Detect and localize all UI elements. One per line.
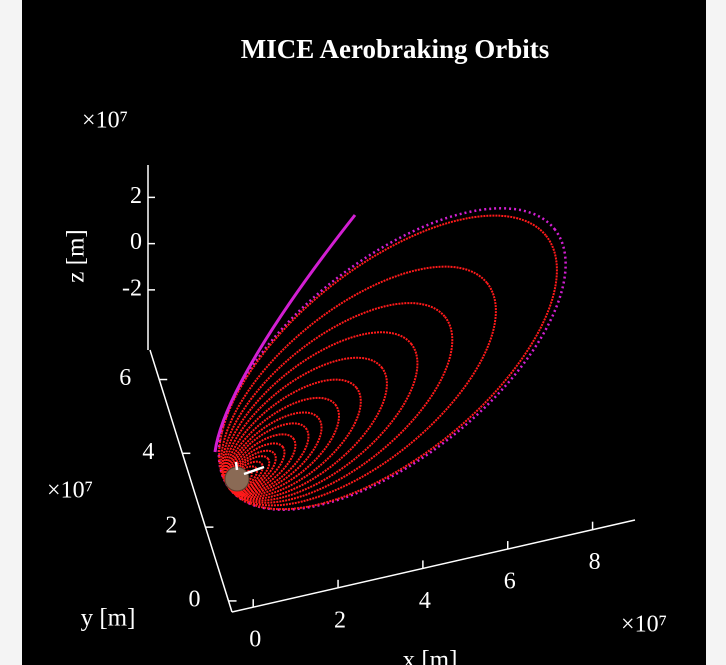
- y-exponent: ×10⁷: [47, 478, 93, 504]
- orbit: [220, 265, 497, 507]
- x-tick-label: 4: [419, 588, 431, 614]
- orbit: [227, 460, 264, 493]
- z-label: z [m]: [63, 229, 90, 282]
- x-tick-label: 8: [589, 549, 601, 575]
- x-label: x [m]: [403, 647, 458, 665]
- orbit: [225, 411, 323, 496]
- z-exponent: ×10⁷: [82, 108, 128, 134]
- x-exponent: ×10⁷: [621, 612, 667, 638]
- right-margin: [706, 0, 726, 665]
- x-tick-label: 6: [504, 569, 516, 595]
- x-tick-label: 0: [249, 627, 261, 653]
- orbit: [227, 442, 286, 494]
- y-tick-label: 0: [189, 586, 201, 612]
- y-tick-label: 4: [142, 439, 154, 465]
- y-axis: [149, 349, 233, 613]
- x-axis: [231, 519, 636, 613]
- y-label: y [m]: [81, 605, 136, 632]
- orbits: [217, 207, 567, 511]
- z-tick-label: -2: [122, 275, 142, 301]
- x-tick-label: 2: [334, 607, 346, 633]
- orbit: [221, 302, 454, 504]
- z-tick-label: 2: [130, 183, 142, 209]
- spacecraft: [234, 461, 265, 476]
- chart-title: MICE Aerobraking Orbits: [241, 34, 550, 64]
- z-tick-label: 0: [130, 229, 142, 255]
- orbit: [217, 207, 567, 511]
- orbit: [218, 214, 558, 511]
- left-margin: [0, 0, 22, 665]
- planet: [224, 466, 250, 492]
- y-tick-label: 6: [119, 365, 131, 391]
- y-tick-label: 2: [165, 513, 177, 539]
- approach-trajectory: [213, 214, 357, 453]
